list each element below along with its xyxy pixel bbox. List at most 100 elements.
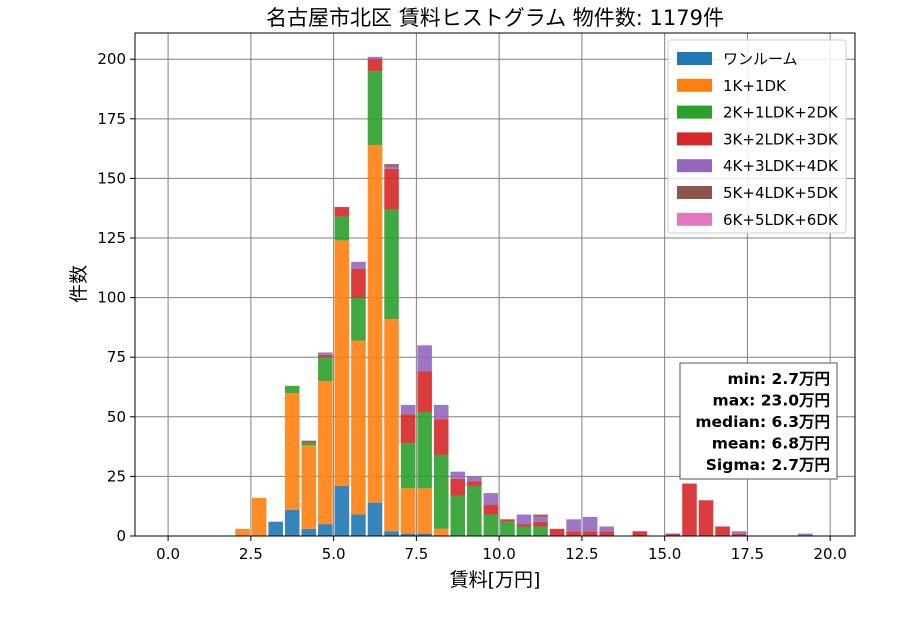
stats-line: min: 2.7万円 <box>727 370 830 388</box>
x-tick-label: 2.5 <box>239 545 263 563</box>
bar-segment <box>351 269 366 298</box>
y-tick-label: 0 <box>116 527 126 545</box>
bar-segment <box>533 521 548 527</box>
legend-swatch <box>677 212 712 226</box>
bar-segment <box>582 531 598 536</box>
bar-segment <box>798 533 813 536</box>
bar-segment <box>301 445 317 529</box>
y-tick-label: 100 <box>97 289 126 307</box>
bar-segment <box>417 488 432 534</box>
bar-segment <box>318 524 333 536</box>
bar-segment <box>400 533 416 536</box>
bar-segment <box>467 485 482 536</box>
y-tick-label: 25 <box>107 467 126 485</box>
bar-segment <box>384 531 399 536</box>
bar-segment <box>731 531 747 534</box>
legend-label: 6K+5LDK+6DK <box>723 211 839 229</box>
bar-segment <box>516 526 532 536</box>
bar-segment <box>318 352 333 355</box>
bar-segment <box>483 493 499 506</box>
bar-segment <box>698 500 714 536</box>
bar-segment <box>367 145 383 503</box>
bar-segment <box>433 454 449 529</box>
bar-segment <box>301 528 317 536</box>
bar-segment <box>533 514 548 517</box>
stats-box: min: 2.7万円 max: 23.0万円 median: 6.3万円 mean: … <box>679 362 838 480</box>
bar-segment <box>549 528 565 536</box>
bar-segment <box>284 385 300 393</box>
y-tick-label: 125 <box>97 229 126 247</box>
bar-segment <box>384 166 399 169</box>
bars <box>235 56 813 536</box>
bar-segment <box>599 531 615 536</box>
bar-segment <box>284 392 300 510</box>
legend-label: 1K+1DK <box>723 77 787 95</box>
bar-segment <box>599 526 615 532</box>
bar-segment <box>351 261 366 270</box>
chart-title: 名古屋市北区 賃料ヒストグラム 物件数: 1179件 <box>266 6 724 30</box>
bar-segment <box>351 514 366 536</box>
legend: ワンルーム 1K+1DK 2K+1LDK+2DK 3K+2LDK+3DK 4K+3LDK… <box>667 39 847 234</box>
stats-line: max: 23.0万円 <box>713 392 830 410</box>
y-tick-label: 175 <box>97 110 126 128</box>
bar-segment <box>301 440 317 444</box>
legend-label: 3K+2LDK+3DK <box>723 130 839 148</box>
stats-line: median: 6.3万円 <box>695 413 830 431</box>
legend-swatch <box>677 132 712 146</box>
y-axis-ticks: 0 25 50 75 100 125 150 175 200 <box>97 50 135 545</box>
bar-segment <box>301 443 317 446</box>
bar-segment <box>417 371 432 413</box>
legend-swatch <box>677 52 712 65</box>
bar-segment <box>235 528 250 536</box>
bar-segment <box>665 533 681 536</box>
y-tick-label: 50 <box>107 408 126 426</box>
legend-label: 4K+3LDK+4DK <box>723 157 839 175</box>
bar-segment <box>450 478 466 496</box>
bar-segment <box>367 71 383 146</box>
bar-segment <box>367 56 383 60</box>
bar-segment <box>384 209 399 320</box>
bar-segment <box>400 404 416 415</box>
legend-label: ワンルーム <box>723 50 798 68</box>
bar-segment <box>384 164 399 167</box>
legend-box <box>667 39 847 234</box>
bar-segment <box>284 509 300 536</box>
bar-segment <box>334 240 350 486</box>
bar-segment <box>467 476 482 482</box>
legend-label: 2K+1LDK+2DK <box>723 104 839 122</box>
legend-label: 5K+4LDK+5DK <box>723 184 839 202</box>
y-tick-label: 200 <box>97 50 126 68</box>
bar-segment <box>566 519 581 532</box>
legend-swatch <box>677 159 712 173</box>
bar-segment <box>318 357 333 382</box>
bar-segment <box>351 297 366 341</box>
bar-segment <box>533 526 548 536</box>
x-tick-label: 12.5 <box>565 545 598 563</box>
y-tick-label: 150 <box>97 169 126 187</box>
plot-frame <box>134 32 856 537</box>
legend-swatch <box>677 78 712 92</box>
bar-segment <box>450 471 466 479</box>
x-tick-label: 20.0 <box>813 545 846 563</box>
stats-line: Sigma: 2.7万円 <box>706 456 830 474</box>
bar-segment <box>417 345 432 372</box>
x-axis-label: 賃料[万円] <box>450 569 541 591</box>
bar-segment <box>731 533 747 536</box>
bar-segment <box>400 488 416 534</box>
bar-segment <box>417 533 432 536</box>
x-tick-label: 0.0 <box>156 545 180 563</box>
legend-swatch <box>677 186 712 199</box>
stats-box-frame <box>679 362 838 480</box>
bar-segment <box>433 528 449 536</box>
bar-segment <box>268 521 283 536</box>
bar-segment <box>516 514 532 525</box>
bar-segment <box>582 516 598 532</box>
bar-segment <box>334 485 350 536</box>
bar-segment <box>500 521 515 536</box>
bar-segment <box>682 483 697 536</box>
bar-segment <box>533 516 548 522</box>
bar-segment <box>450 495 466 536</box>
bar-segment <box>367 59 383 72</box>
bar-segment <box>467 481 482 486</box>
bar-segment <box>433 404 449 420</box>
